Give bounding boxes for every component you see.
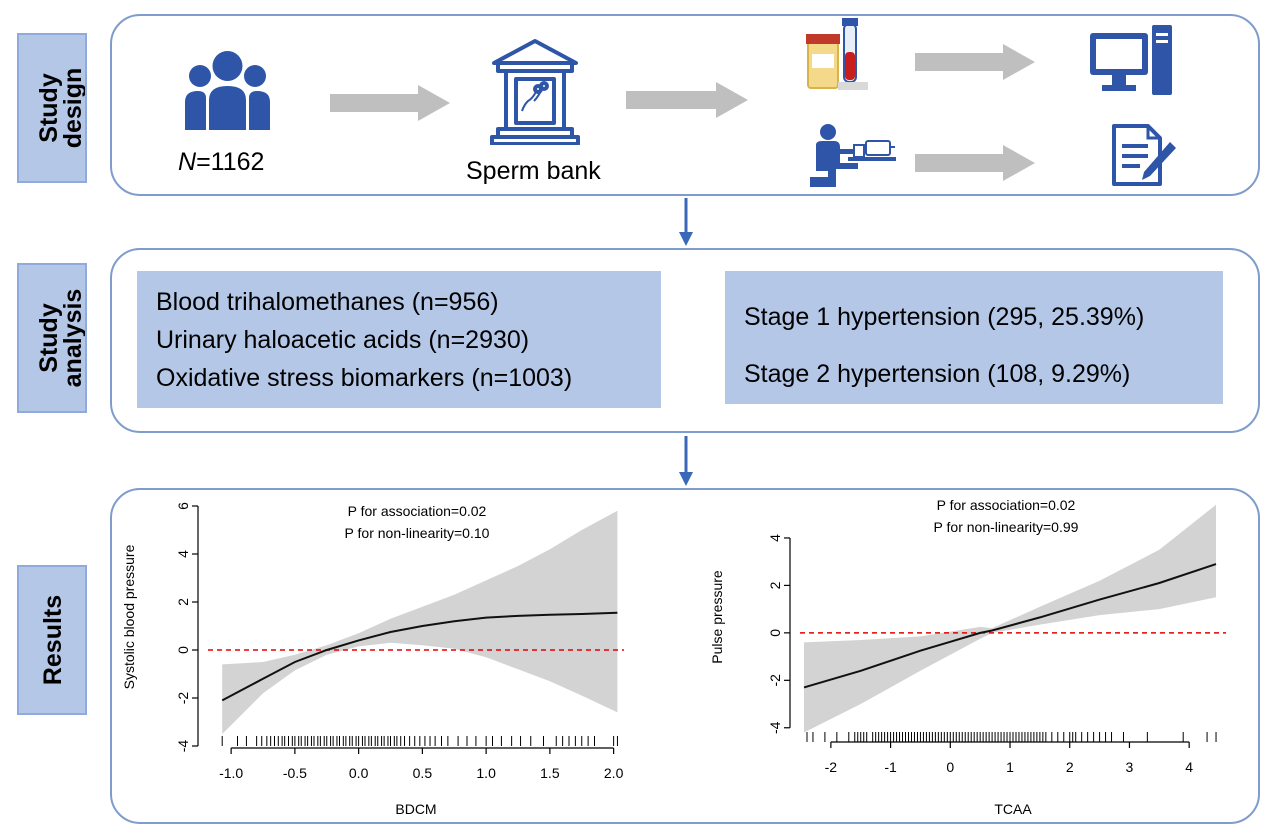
- study-analysis-label-line2: analysis: [59, 289, 85, 388]
- chart2-fit-line: [803, 563, 1217, 689]
- chart1-x-tick-label: 2.0: [604, 765, 624, 781]
- chart1-y-tick-label: 0: [175, 646, 191, 654]
- study-analysis-label: Study analysis: [17, 263, 87, 413]
- outcome-item-1: Stage 1 hypertension (295, 25.39%): [744, 303, 1145, 331]
- chart1-y-tick-label: -4: [175, 740, 191, 753]
- chart1-x-tick-label: 0.5: [413, 765, 433, 781]
- flow-arrow-down-2: [679, 436, 693, 486]
- chart-tcaa-pulse: -4 -2 0 2 4 -2 -1 0 1 2 3 4 TCAA Pulse pressure P for …: [709, 497, 1226, 817]
- sample-tubes-icon: [806, 18, 868, 90]
- flow-arrow-4: [915, 145, 1035, 181]
- flow-arrow-3: [915, 44, 1035, 80]
- computer-icon: [1090, 25, 1172, 95]
- results-label: Results: [17, 565, 87, 715]
- chart1-y-tick-label: -2: [175, 692, 191, 705]
- chart1-x-tick-label: 1.0: [476, 765, 496, 781]
- chart2-y-label: Pulse pressure: [709, 570, 725, 664]
- people-icon: [185, 51, 270, 130]
- results-panel: [110, 488, 1260, 824]
- chart2-annotation-association: P for association=0.02: [937, 497, 1076, 513]
- chart2-y-tick-label: -4: [767, 721, 783, 734]
- chart1-y-tick-label: 2: [175, 598, 191, 606]
- chart1-x-tick-label: -0.5: [283, 765, 307, 781]
- chart1-fit-line: [221, 611, 618, 702]
- participants-count-value: =1162: [196, 148, 265, 176]
- chart2-x-tick-label: 3: [1126, 759, 1134, 775]
- chart2-x-label: TCAA: [994, 801, 1032, 817]
- chart1-annotation-association: P for association=0.02: [348, 503, 487, 519]
- flow-arrow-2: [626, 82, 748, 118]
- study-design-label: Study design: [17, 33, 87, 183]
- chart1-annotation-nonlinearity: P for non-linearity=0.10: [345, 525, 490, 541]
- chart1-y-label: Systolic blood pressure: [121, 544, 137, 689]
- blood-pressure-icon: [810, 124, 896, 187]
- chart2-x-tick-label: -1: [884, 759, 897, 775]
- results-label-text: Results: [39, 595, 67, 685]
- chart1-x-tick-label: -1.0: [219, 765, 243, 781]
- chart1-x-tick-label: 0.0: [349, 765, 369, 781]
- chart2-x-tick-label: -2: [825, 759, 838, 775]
- chart2-x-tick-label: 4: [1185, 759, 1193, 775]
- participants-count: N=1162: [178, 148, 264, 177]
- chart1-x-label: BDCM: [395, 801, 436, 817]
- chart2-x-tick-label: 0: [946, 759, 954, 775]
- exposure-item-2: Urinary haloacetic acids (n=2930): [156, 326, 530, 354]
- exposure-item-1: Blood trihalomethanes (n=956): [156, 288, 499, 316]
- chart1-y-tick-label: 6: [175, 502, 191, 510]
- flow-arrow-down-1: [679, 198, 693, 246]
- chart2-annotation-nonlinearity: P for non-linearity=0.99: [934, 519, 1079, 535]
- chart1-y-tick-label: 4: [175, 550, 191, 558]
- sperm-bank-label: Sperm bank: [466, 157, 601, 185]
- questionnaire-icon: [1112, 124, 1176, 186]
- chart2-y-tick-label: 2: [767, 581, 783, 589]
- outcomes-box: [725, 271, 1223, 404]
- exposure-item-3: Oxidative stress biomarkers (n=1003): [156, 364, 573, 392]
- participants-count-var: N: [178, 148, 197, 176]
- chart2-x-tick-label: 1: [1006, 759, 1014, 775]
- chart2-confidence-band: [804, 504, 1216, 733]
- chart-bdcm-systolic: -4 -2 0 2 4 6 -1.0 -0.5 0.0 0.5 1.0 1.5 2.0 BDCM Systo…: [121, 502, 624, 817]
- chart2-y-tick-label: 0: [767, 629, 783, 637]
- exposures-box: [137, 271, 661, 408]
- chart2-y-tick-label: 4: [767, 534, 783, 542]
- sperm-bank-icon: [490, 39, 580, 145]
- study-analysis-label-line1: Study: [35, 303, 63, 373]
- flow-arrow-1: [330, 85, 450, 121]
- outcome-item-2: Stage 2 hypertension (108, 9.29%): [744, 360, 1131, 388]
- chart2-x-tick-label: 2: [1066, 759, 1074, 775]
- study-design-label-line1: Study: [35, 73, 63, 143]
- chart1-confidence-band: [222, 510, 618, 734]
- study-design-label-line2: design: [59, 68, 85, 149]
- chart1-x-tick-label: 1.5: [540, 765, 560, 781]
- chart2-y-tick-label: -2: [767, 674, 783, 687]
